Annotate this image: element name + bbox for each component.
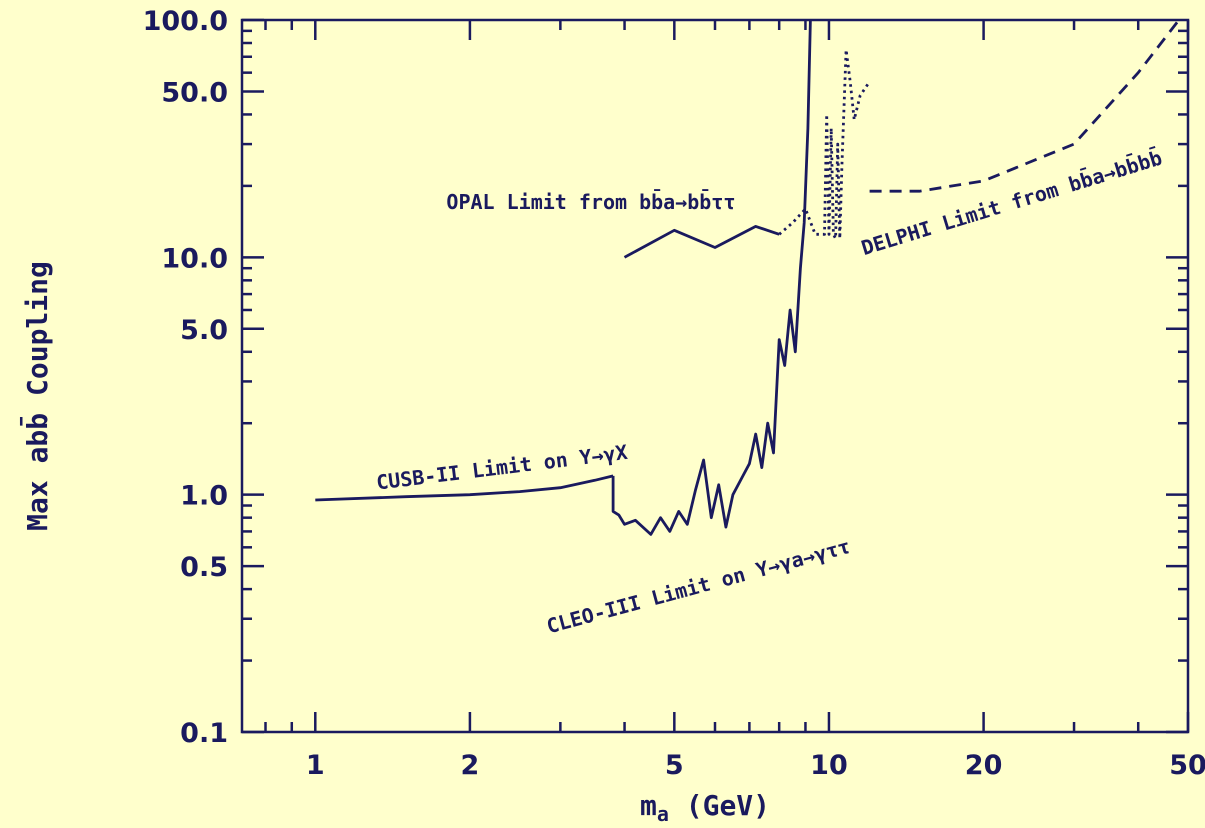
series-line-1 [611,20,812,536]
series-line-2 [623,225,780,259]
series-line-4 [869,20,1181,193]
y-tick-label: 0.1 [180,718,228,749]
y-tick-label: 50.0 [161,77,228,108]
tick-labels: 1 2 5 10 20 50 0.1 0.5 1.0 5.0 10.0 50.0 100.0 [143,6,1205,781]
annotation-1: CLEO-III Limit on Υ→γa→γττ [544,534,853,638]
plot-frame [240,18,1190,734]
axis-ticks [242,18,1190,734]
annotation-0: CUSB-II Limit on Υ→γX [375,440,629,495]
y-tick-label: 10.0 [161,243,228,274]
annotations: CUSB-II Limit on Υ→γX CLEO-III Limit on Υ… [375,145,1165,638]
x-tick-label: 20 [965,750,1003,781]
y-tick-label: 100.0 [143,6,228,37]
series-line-3 [778,48,871,240]
x-axis-title-main: m [640,789,657,822]
x-axis-title: ma (GeV) [640,789,770,826]
x-tick-label: 2 [461,750,480,781]
x-tick-label: 50 [1169,750,1205,781]
y-tick-label: 0.5 [180,552,228,583]
annotation-3: DELPHI Limit from bb̄a→bb̄bb̄ [858,145,1164,260]
series-group [315,20,1181,536]
x-axis-title-units: (GeV) [669,789,770,822]
annotation-2: OPAL Limit from bb̄a→bb̄ττ [446,190,735,214]
y-axis-title: Max abb̄ Coupling [19,261,54,531]
x-axis-title-sub: a [657,802,669,826]
x-tick-label: 10 [810,750,848,781]
x-tick-label: 5 [665,750,684,781]
y-tick-label: 1.0 [180,481,228,512]
y-tick-label: 5.0 [180,315,228,346]
x-tick-label: 1 [306,750,325,781]
series-line-0 [315,474,614,502]
